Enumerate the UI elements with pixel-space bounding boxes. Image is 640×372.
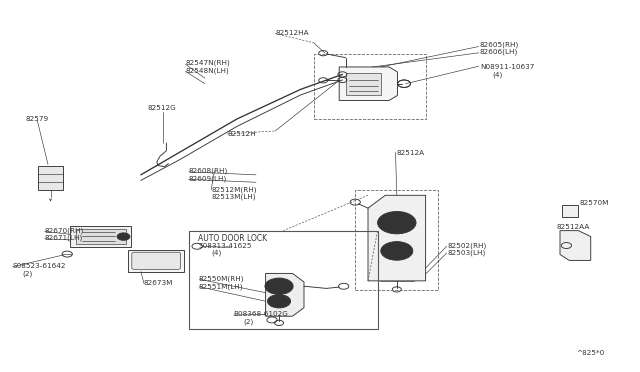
Polygon shape (266, 273, 304, 316)
Circle shape (378, 212, 416, 234)
Text: 82670(RH): 82670(RH) (45, 227, 84, 234)
Text: 82605(RH): 82605(RH) (480, 41, 519, 48)
Text: 82513M(LH): 82513M(LH) (211, 194, 256, 201)
Bar (189, 231, 378, 329)
Text: 82512HA: 82512HA (275, 31, 309, 36)
Bar (38, 166, 63, 190)
Bar (562, 205, 578, 217)
Text: 82551M(LH): 82551M(LH) (198, 283, 243, 290)
Polygon shape (368, 195, 426, 281)
Text: 82671(LH): 82671(LH) (45, 235, 83, 241)
Text: 82512M(RH): 82512M(RH) (211, 186, 257, 193)
Text: (4): (4) (211, 250, 221, 256)
Text: 82608(RH): 82608(RH) (189, 168, 228, 174)
Text: ^825*0: ^825*0 (576, 350, 604, 356)
Polygon shape (560, 231, 591, 260)
Circle shape (387, 217, 406, 228)
FancyBboxPatch shape (132, 252, 180, 269)
Text: S08523-61642: S08523-61642 (13, 263, 67, 269)
Polygon shape (70, 226, 131, 247)
Text: B08368-6102G: B08368-6102G (234, 311, 289, 317)
Text: 82512A: 82512A (397, 150, 425, 155)
Circle shape (381, 242, 413, 260)
Bar (355, 190, 438, 290)
Text: 82502(RH): 82502(RH) (448, 242, 487, 249)
Text: (4): (4) (493, 71, 503, 78)
Text: 82512AA: 82512AA (557, 224, 590, 230)
Bar (314, 54, 426, 119)
Text: 82609(LH): 82609(LH) (189, 175, 227, 182)
Text: 82548N(LH): 82548N(LH) (186, 67, 229, 74)
Bar (346, 73, 381, 95)
Text: AUTO DOOR LOCK: AUTO DOOR LOCK (198, 234, 268, 243)
Text: 82547N(RH): 82547N(RH) (186, 60, 230, 67)
Text: 82503(LH): 82503(LH) (448, 250, 486, 256)
Polygon shape (339, 67, 397, 100)
Text: S08313-41625: S08313-41625 (198, 243, 252, 248)
Bar (76, 229, 126, 244)
Text: 82512G: 82512G (147, 105, 176, 111)
Polygon shape (128, 250, 184, 272)
Text: 82570M: 82570M (579, 200, 609, 206)
Text: N08911-10637: N08911-10637 (480, 64, 534, 70)
Circle shape (265, 278, 293, 295)
Text: (2): (2) (243, 318, 253, 325)
Text: 82512H: 82512H (227, 131, 256, 137)
Circle shape (117, 233, 130, 240)
Text: 82606(LH): 82606(LH) (480, 49, 518, 55)
Text: 82673M: 82673M (144, 280, 173, 286)
Text: (2): (2) (22, 270, 33, 277)
Circle shape (268, 295, 291, 308)
Text: 82579: 82579 (26, 116, 49, 122)
Text: 82550M(RH): 82550M(RH) (198, 276, 244, 282)
